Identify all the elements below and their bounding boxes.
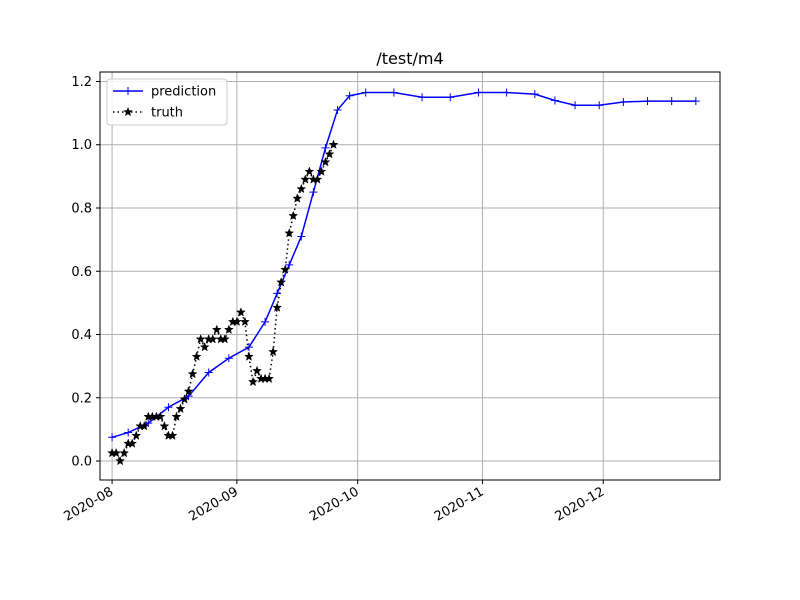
data-point [316, 166, 327, 176]
data-point [235, 307, 246, 317]
y-tick-label: 0.0 [71, 455, 92, 470]
data-point [179, 394, 190, 404]
data-point [284, 228, 295, 238]
data-point [321, 143, 330, 152]
data-point [219, 334, 230, 344]
y-tick-label: 0.2 [71, 391, 92, 406]
data-point [183, 386, 194, 396]
data-point [139, 421, 150, 431]
data-point [619, 98, 628, 107]
x-tick-label: 2020-09 [186, 484, 241, 524]
data-point [333, 105, 342, 114]
data-point [292, 193, 303, 203]
y-tick-label: 1.2 [71, 75, 92, 90]
data-point [300, 174, 311, 184]
x-tick-label: 2020-08 [62, 484, 117, 524]
data-point [550, 96, 559, 105]
legend: prediction truth [106, 78, 228, 126]
data-point [304, 166, 315, 176]
data-point [264, 373, 275, 384]
y-tick-label: 0.8 [71, 202, 92, 217]
data-point [691, 97, 700, 106]
data-point [175, 403, 186, 414]
x-tick-label: 2020-12 [553, 484, 608, 524]
data-point [211, 324, 222, 334]
data-point [155, 411, 166, 421]
data-point [187, 368, 198, 379]
data-point [389, 88, 398, 97]
data-point [127, 438, 138, 448]
series-layer [107, 88, 700, 466]
series-prediction [108, 88, 700, 442]
data-point [345, 91, 354, 100]
legend-label: prediction [151, 85, 216, 100]
data-point [272, 302, 283, 312]
data-point [144, 419, 153, 428]
y-tick-label: 1.0 [71, 138, 92, 153]
legend-marker [123, 106, 133, 117]
data-point [115, 455, 126, 466]
x-tick-label: 2020-11 [432, 484, 487, 524]
legend-item-truth: truth [113, 106, 183, 121]
x-tick-label: 2020-10 [307, 484, 362, 524]
data-point [131, 430, 142, 440]
data-point [276, 277, 287, 287]
data-point [309, 188, 318, 197]
data-point [204, 368, 213, 377]
legend-marker [124, 87, 132, 95]
data-point [361, 88, 370, 97]
grid [100, 72, 720, 480]
series-line-truth [112, 144, 335, 463]
data-point [328, 139, 339, 149]
data-point [164, 403, 173, 412]
data-point [474, 88, 483, 97]
chart-title: /test/m4 [376, 49, 443, 68]
data-point [244, 343, 253, 352]
data-point [252, 365, 262, 376]
data-point [446, 93, 455, 102]
data-point [199, 341, 210, 352]
data-point [530, 90, 539, 99]
data-point [171, 411, 182, 421]
data-point [261, 317, 270, 326]
data-point [595, 101, 604, 110]
data-point [280, 264, 291, 274]
data-point [324, 149, 335, 159]
plot-frame [99, 71, 721, 481]
data-point [195, 334, 206, 344]
legend-label: truth [151, 106, 183, 121]
data-point [223, 324, 234, 334]
data-point [418, 93, 427, 102]
data-point [111, 447, 122, 458]
data-point [297, 232, 306, 241]
data-point [667, 97, 676, 106]
legend-item-prediction: prediction [113, 85, 216, 100]
series-line-prediction [111, 91, 696, 439]
data-point [239, 316, 250, 327]
data-point [231, 316, 242, 327]
data-point [571, 101, 580, 110]
y-tick-label: 0.6 [71, 265, 92, 280]
data-point [108, 433, 117, 442]
data-point [191, 351, 202, 361]
data-point [502, 88, 511, 97]
data-point [244, 351, 254, 361]
data-point [643, 97, 652, 106]
data-point [288, 210, 299, 221]
data-point [124, 428, 133, 437]
data-point [159, 421, 170, 431]
data-point [296, 183, 307, 194]
data-point [320, 156, 331, 167]
y-tick-label: 0.4 [71, 328, 92, 343]
data-point [224, 354, 233, 363]
data-point [268, 346, 279, 357]
data-point [312, 174, 323, 184]
data-point [285, 260, 294, 269]
data-point [248, 376, 258, 387]
data-point [207, 334, 218, 344]
data-point [119, 447, 130, 458]
series-truth [107, 139, 339, 466]
data-point [167, 430, 178, 440]
